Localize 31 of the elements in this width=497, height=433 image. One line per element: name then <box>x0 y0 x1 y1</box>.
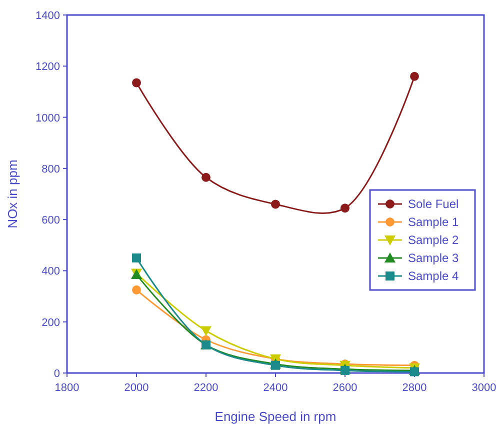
y-axis-title: NOx in ppm <box>5 160 20 228</box>
point <box>132 253 141 262</box>
point <box>410 367 419 376</box>
y-tick-label: 1200 <box>36 61 60 74</box>
point <box>410 72 419 81</box>
point <box>202 172 210 182</box>
legend-label: Sample 3 <box>408 251 460 265</box>
legend-label: Sample 2 <box>408 233 460 247</box>
legend-label: Sample 1 <box>408 215 460 229</box>
legend-label: Sole Fuel <box>408 197 459 211</box>
x-axis-title: Engine Speed in rpm <box>214 409 336 424</box>
y-tick-label: 0 <box>54 368 60 380</box>
y-tick-label: 200 <box>42 316 60 329</box>
x-tick-label: 2000 <box>124 382 149 394</box>
y-tick-label: 400 <box>42 266 60 278</box>
point <box>271 200 280 209</box>
y-tick-label: 1000 <box>36 112 60 124</box>
x-tick-label: 3000 <box>472 382 496 394</box>
y-tick-label: 1400 <box>36 10 60 22</box>
x-tick-label: 1800 <box>54 382 80 394</box>
y-tick-label: 800 <box>42 163 60 176</box>
x-tick-label: 2200 <box>194 382 218 394</box>
x-tick-label: 2400 <box>263 382 288 394</box>
point <box>132 78 141 88</box>
point <box>200 326 212 336</box>
legend-label: Sample 4 <box>408 269 460 283</box>
point <box>340 204 350 213</box>
x-tick-label: 2600 <box>332 382 358 394</box>
point <box>132 285 141 294</box>
x-tick-label: 2800 <box>402 382 427 394</box>
y-tick-label: 600 <box>42 214 60 227</box>
